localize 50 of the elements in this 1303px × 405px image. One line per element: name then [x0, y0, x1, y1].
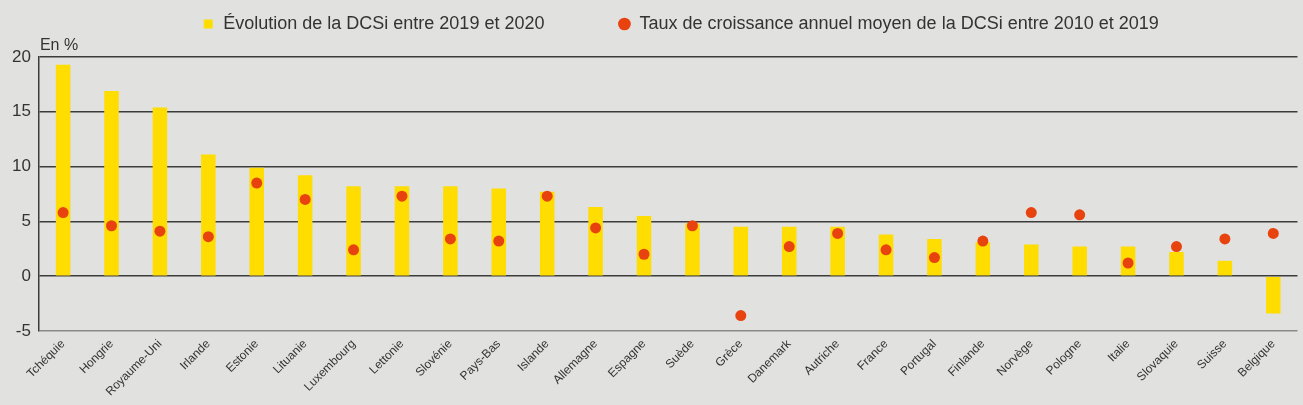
- bar: [297, 175, 313, 276]
- bar: [104, 90, 119, 276]
- point: [493, 235, 505, 247]
- bar: [1072, 246, 1087, 276]
- point: [541, 190, 553, 202]
- bar: [55, 64, 71, 276]
- point: [154, 225, 166, 237]
- point: [444, 233, 456, 245]
- y-tick-label: 5: [21, 211, 31, 231]
- y-tick-label: 10: [11, 156, 31, 176]
- bar: [685, 223, 700, 276]
- legend-label: Taux de croissance annuel moyen de la DCSi entre 2010 et 2019: [639, 12, 1159, 33]
- point: [202, 231, 214, 243]
- point: [1025, 207, 1037, 219]
- point: [1267, 227, 1279, 239]
- y-axis-title: En %: [39, 36, 79, 54]
- y-tick-label: 0: [21, 265, 31, 285]
- bar: [394, 186, 410, 276]
- point: [783, 241, 795, 253]
- point: [251, 177, 263, 189]
- y-tick-label: -5: [15, 320, 31, 340]
- point: [638, 248, 650, 260]
- point: [686, 220, 698, 232]
- point: [1170, 241, 1182, 253]
- bar: [201, 154, 216, 276]
- point: [299, 193, 311, 205]
- bar: [1169, 252, 1184, 276]
- bar: [491, 188, 507, 276]
- point: [590, 222, 602, 234]
- bar: [733, 226, 749, 276]
- legend-label: Évolution de la DCSi entre 2019 et 2020: [223, 12, 545, 33]
- point: [106, 220, 118, 232]
- y-tick-label: 15: [11, 101, 31, 121]
- bar: [346, 186, 361, 276]
- point: [1219, 233, 1231, 245]
- point: [1074, 209, 1086, 221]
- point: [735, 310, 747, 322]
- bar: [249, 167, 264, 276]
- bar: [1217, 260, 1233, 276]
- bar: [1266, 276, 1281, 314]
- point: [348, 244, 360, 256]
- point: [832, 227, 844, 239]
- bar: [1024, 244, 1039, 276]
- y-tick-label: 20: [11, 46, 31, 66]
- point: [396, 190, 408, 202]
- point: [57, 207, 69, 219]
- point: [977, 235, 989, 247]
- bar: [152, 107, 168, 276]
- bar: [588, 207, 603, 276]
- bar: [443, 186, 458, 276]
